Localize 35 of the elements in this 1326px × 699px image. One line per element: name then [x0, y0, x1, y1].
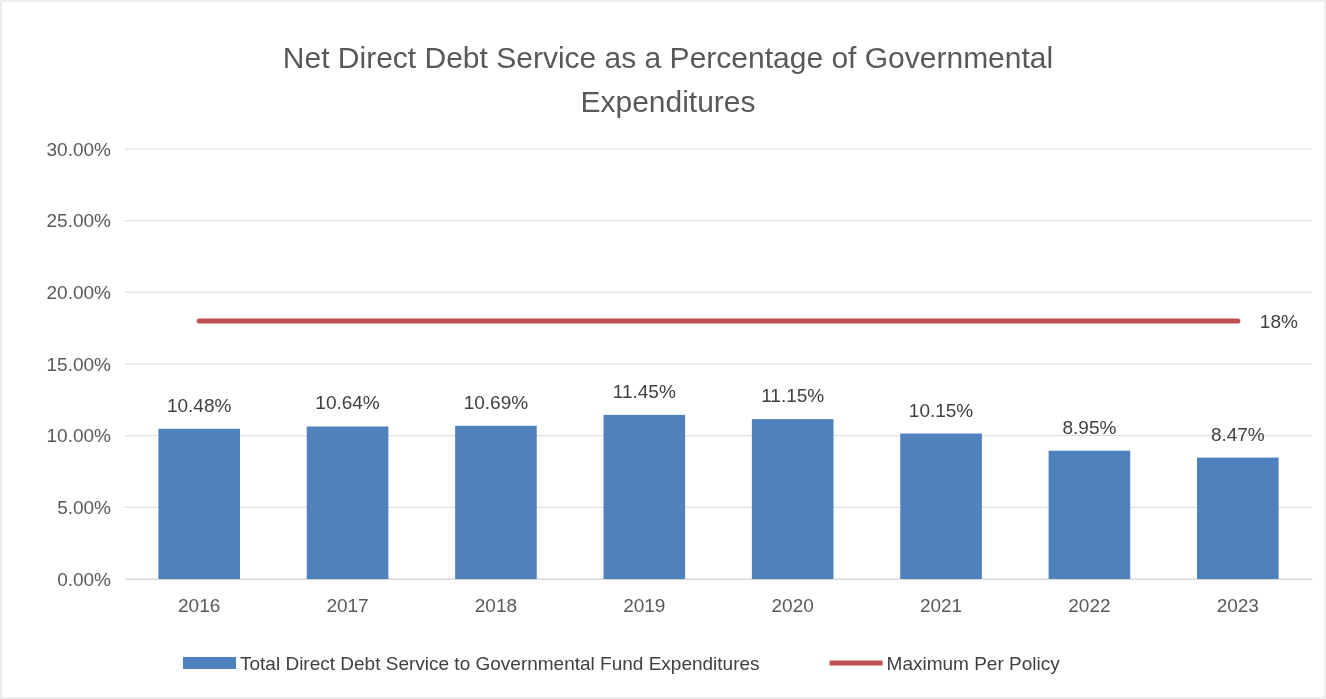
x-tick-label: 2023	[1216, 595, 1259, 617]
legend-label: Total Direct Debt Service to Governmental Fund Expenditures	[240, 653, 760, 674]
x-tick-label: 2018	[474, 595, 518, 617]
chart-title: Net Direct Debt Service as a Percentage of Governmental Expenditures	[282, 41, 1054, 118]
data-label: 10.48%	[166, 394, 232, 416]
y-tick-label: 15.00%	[46, 353, 112, 375]
x-tick-label: 2017	[326, 595, 369, 617]
bar	[751, 419, 834, 579]
x-tick-label: 2019	[623, 595, 666, 617]
legend-label: Maximum Per Policy	[886, 653, 1061, 674]
bar	[603, 414, 686, 579]
x-tick-label: 2020	[771, 595, 814, 617]
bar	[1197, 457, 1279, 579]
bar	[455, 425, 537, 579]
data-label: 10.15%	[908, 399, 974, 421]
x-tick-label: 2016	[178, 595, 221, 617]
y-tick-label: 0.00%	[57, 568, 112, 590]
x-tick-label: 2021	[919, 595, 963, 617]
data-label: 8.47%	[1210, 423, 1265, 445]
bar	[158, 428, 240, 579]
data-label: 8.95%	[1062, 416, 1117, 438]
y-tick-label: 5.00%	[57, 496, 112, 518]
data-label: 18%	[1259, 311, 1298, 332]
x-tick-label: 2022	[1068, 595, 1111, 617]
y-tick-label: 10.00%	[46, 425, 112, 447]
data-label: 11.45%	[612, 380, 676, 402]
data-label: 11.15%	[761, 385, 825, 407]
y-tick-label: 20.00%	[46, 281, 112, 303]
bar	[1048, 450, 1131, 579]
bar	[306, 426, 389, 579]
y-tick-label: 25.00%	[46, 210, 112, 232]
bar	[900, 433, 982, 579]
y-tick-label: 30.00%	[46, 138, 112, 160]
data-label: 10.69%	[463, 391, 529, 413]
data-label: 10.64%	[315, 392, 380, 414]
